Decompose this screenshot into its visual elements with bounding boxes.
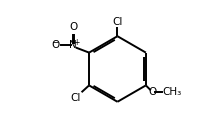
Text: Cl: Cl [112, 17, 123, 27]
Text: O: O [69, 22, 78, 32]
Text: +: + [73, 38, 80, 47]
Text: −: − [51, 38, 59, 47]
Text: O: O [148, 87, 157, 97]
Text: N: N [69, 40, 77, 50]
Text: O: O [51, 40, 59, 50]
Text: CH₃: CH₃ [163, 87, 182, 97]
Text: Cl: Cl [71, 93, 81, 103]
